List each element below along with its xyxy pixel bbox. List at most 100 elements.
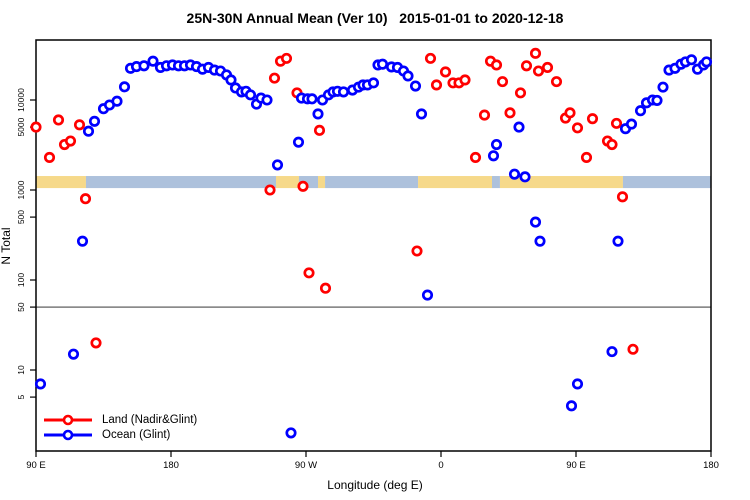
land-point — [532, 65, 545, 77]
y-tick-label: 1000 — [16, 180, 26, 199]
legend-item-ocean: Ocean (Glint) — [42, 427, 197, 442]
land-point — [541, 61, 554, 73]
ocean-point — [685, 54, 698, 66]
ocean-point — [634, 105, 647, 117]
land-point — [303, 267, 315, 279]
land-point — [586, 113, 599, 125]
ocean-point — [306, 93, 318, 105]
y-tick-label: 5 — [16, 394, 26, 399]
land-point — [496, 76, 509, 88]
x-tick-label: 180 — [703, 460, 719, 471]
x-tick-label: 90 E — [26, 460, 46, 471]
ocean-point — [76, 235, 89, 247]
ocean-point — [292, 136, 305, 148]
ocean-point — [565, 400, 578, 412]
surface-band-land — [418, 176, 492, 189]
land-series-marker-icon — [42, 414, 94, 426]
surface-band-ocean — [85, 176, 276, 189]
ocean-point — [513, 121, 525, 133]
ocean-point — [534, 235, 546, 247]
ocean-point — [519, 171, 531, 183]
surface-band-ocean — [622, 176, 711, 189]
land-point — [564, 107, 576, 119]
land-point — [79, 193, 92, 205]
y-tick-label: 50 — [16, 302, 26, 312]
ocean-point — [367, 77, 380, 89]
ocean-point — [421, 289, 434, 301]
ocean-point — [700, 56, 713, 68]
land-point — [313, 124, 326, 136]
land-point — [529, 47, 542, 59]
land-point — [52, 114, 65, 126]
land-point — [73, 119, 86, 131]
ocean-point — [118, 81, 131, 93]
land-point — [610, 117, 623, 129]
ocean-point — [415, 108, 428, 120]
land-point — [478, 109, 491, 121]
ocean-point — [508, 168, 521, 180]
x-tick-label: 180 — [163, 460, 179, 471]
y-tick-label: 10 — [16, 365, 26, 375]
y-tick-label: 100 — [16, 273, 26, 287]
land-point — [439, 66, 452, 78]
land-point — [514, 87, 527, 99]
ocean-point — [34, 378, 47, 390]
land-point — [580, 151, 593, 163]
land-point — [268, 72, 281, 84]
land-point — [616, 191, 629, 203]
ocean-point — [285, 427, 297, 439]
ocean-point — [138, 60, 150, 72]
land-point — [520, 60, 533, 72]
land-point — [64, 135, 77, 147]
ocean-point — [225, 74, 237, 86]
y-tick-label: 10000 — [16, 88, 26, 112]
ocean-point — [88, 115, 101, 127]
land-point — [504, 107, 516, 119]
chart-title: 25N-30N Annual Mean (Ver 10) 2015-01-01 … — [186, 10, 564, 26]
land-point — [30, 121, 42, 133]
land-point — [469, 151, 482, 163]
x-tick-label: 90 E — [566, 460, 586, 471]
surface-band-ocean — [325, 176, 419, 189]
ocean-point — [612, 235, 624, 247]
legend-label-ocean: Ocean (Glint) — [102, 428, 171, 441]
ocean-point — [490, 138, 503, 151]
ocean-point — [402, 70, 414, 82]
ocean-point — [376, 58, 389, 70]
surface-band-land — [36, 176, 86, 189]
land-point — [571, 122, 584, 134]
ocean-point — [529, 216, 542, 228]
land-point — [411, 245, 423, 257]
land-point — [606, 138, 618, 151]
ocean-point — [657, 81, 669, 93]
surface-band-land — [499, 176, 623, 189]
land-point — [550, 76, 563, 88]
y-tick-label: 5000 — [16, 117, 26, 136]
land-point — [430, 79, 443, 91]
ocean-point — [271, 159, 284, 171]
ocean-point — [312, 108, 324, 120]
ocean-point — [651, 94, 663, 106]
ocean-point — [261, 94, 273, 106]
land-point — [319, 282, 332, 294]
land-point — [264, 184, 276, 196]
ocean-point — [571, 378, 584, 390]
x-axis-title: Longitude (deg E) — [327, 478, 423, 492]
ocean-point — [487, 150, 500, 162]
land-point — [90, 337, 102, 349]
legend-item-land: Land (Nadir&Glint) — [42, 412, 197, 427]
ocean-point — [67, 348, 80, 360]
land-point — [490, 59, 503, 71]
land-point — [459, 74, 471, 86]
surface-band-land — [318, 176, 326, 189]
land-point — [280, 52, 293, 64]
land-point — [297, 180, 309, 192]
ocean-point — [606, 346, 618, 358]
legend: Land (Nadir&Glint) Ocean (Glint) — [42, 412, 197, 442]
y-tick-label: 500 — [16, 210, 26, 224]
ocean-point — [111, 95, 123, 107]
ocean-point — [147, 55, 159, 67]
ocean-point — [337, 86, 350, 98]
